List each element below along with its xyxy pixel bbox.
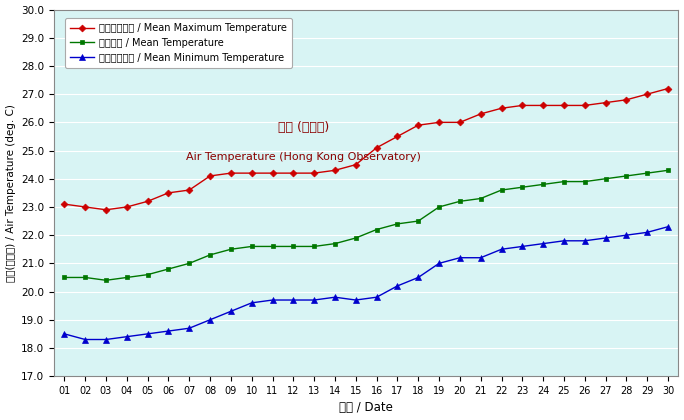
平均氣溫 / Mean Temperature xyxy=(435,205,443,210)
平均最高氣溫 / Mean Maximum Temperature xyxy=(331,168,339,173)
平均最高氣溫 / Mean Maximum Temperature xyxy=(373,145,381,150)
平均最低氣溫 / Mean Minimum Temperature xyxy=(81,337,90,342)
平均最低氣溫 / Mean Minimum Temperature xyxy=(144,331,152,336)
Y-axis label: 氣溫(攝氏度) / Air Temperature (deg. C): 氣溫(攝氏度) / Air Temperature (deg. C) xyxy=(5,104,16,282)
平均最低氣溫 / Mean Minimum Temperature xyxy=(393,284,402,289)
平均氣溫 / Mean Temperature xyxy=(352,236,360,241)
平均最高氣溫 / Mean Maximum Temperature xyxy=(310,171,318,176)
平均最低氣溫 / Mean Minimum Temperature xyxy=(310,297,318,302)
平均氣溫 / Mean Temperature xyxy=(560,179,568,184)
平均最低氣溫 / Mean Minimum Temperature xyxy=(60,331,68,336)
平均最低氣溫 / Mean Minimum Temperature xyxy=(373,295,381,300)
平均氣溫 / Mean Temperature xyxy=(81,275,90,280)
平均氣溫 / Mean Temperature xyxy=(664,168,672,173)
Line: 平均最高氣溫 / Mean Maximum Temperature: 平均最高氣溫 / Mean Maximum Temperature xyxy=(62,86,670,212)
平均最高氣溫 / Mean Maximum Temperature xyxy=(435,120,443,125)
平均氣溫 / Mean Temperature xyxy=(622,173,631,178)
平均氣溫 / Mean Temperature xyxy=(122,275,131,280)
Text: Air Temperature (Hong Kong Observatory): Air Temperature (Hong Kong Observatory) xyxy=(186,152,421,162)
平均最高氣溫 / Mean Maximum Temperature xyxy=(643,92,651,97)
平均氣溫 / Mean Temperature xyxy=(581,179,589,184)
平均最高氣溫 / Mean Maximum Temperature xyxy=(664,86,672,91)
平均氣溫 / Mean Temperature xyxy=(164,266,172,271)
平均最低氣溫 / Mean Minimum Temperature xyxy=(643,230,651,235)
平均最高氣溫 / Mean Maximum Temperature xyxy=(81,205,90,210)
平均氣溫 / Mean Temperature xyxy=(144,272,152,277)
平均氣溫 / Mean Temperature xyxy=(414,218,422,223)
平均最低氣溫 / Mean Minimum Temperature xyxy=(122,334,131,339)
平均氣溫 / Mean Temperature xyxy=(456,199,464,204)
平均氣溫 / Mean Temperature xyxy=(539,182,547,187)
平均氣溫 / Mean Temperature xyxy=(289,244,298,249)
平均最低氣溫 / Mean Minimum Temperature xyxy=(518,244,527,249)
平均氣溫 / Mean Temperature xyxy=(310,244,318,249)
平均最低氣溫 / Mean Minimum Temperature xyxy=(601,236,609,241)
平均最高氣溫 / Mean Maximum Temperature xyxy=(352,162,360,167)
平均最低氣溫 / Mean Minimum Temperature xyxy=(248,300,256,305)
平均最高氣溫 / Mean Maximum Temperature xyxy=(560,103,568,108)
平均氣溫 / Mean Temperature xyxy=(601,176,609,181)
平均最低氣溫 / Mean Minimum Temperature xyxy=(185,326,194,331)
平均最高氣溫 / Mean Maximum Temperature xyxy=(497,106,505,111)
平均最高氣溫 / Mean Maximum Temperature xyxy=(601,100,609,105)
平均最高氣溫 / Mean Maximum Temperature xyxy=(581,103,589,108)
平均氣溫 / Mean Temperature xyxy=(268,244,276,249)
平均最低氣溫 / Mean Minimum Temperature xyxy=(102,337,110,342)
Line: 平均最低氣溫 / Mean Minimum Temperature: 平均最低氣溫 / Mean Minimum Temperature xyxy=(62,224,671,342)
平均最低氣溫 / Mean Minimum Temperature xyxy=(227,309,235,314)
平均最高氣溫 / Mean Maximum Temperature xyxy=(248,171,256,176)
平均最高氣溫 / Mean Maximum Temperature xyxy=(185,187,194,192)
平均氣溫 / Mean Temperature xyxy=(477,196,485,201)
平均最高氣溫 / Mean Maximum Temperature xyxy=(164,190,172,195)
Text: 氣溫 (天文台): 氣溫 (天文台) xyxy=(278,121,330,134)
平均最高氣溫 / Mean Maximum Temperature xyxy=(206,173,214,178)
平均最高氣溫 / Mean Maximum Temperature xyxy=(144,199,152,204)
平均最高氣溫 / Mean Maximum Temperature xyxy=(60,202,68,207)
平均氣溫 / Mean Temperature xyxy=(373,227,381,232)
平均最低氣溫 / Mean Minimum Temperature xyxy=(664,224,672,229)
平均氣溫 / Mean Temperature xyxy=(60,275,68,280)
平均最高氣溫 / Mean Maximum Temperature xyxy=(227,171,235,176)
平均最低氣溫 / Mean Minimum Temperature xyxy=(268,297,276,302)
平均最低氣溫 / Mean Minimum Temperature xyxy=(581,238,589,243)
平均最低氣溫 / Mean Minimum Temperature xyxy=(331,295,339,300)
平均最低氣溫 / Mean Minimum Temperature xyxy=(477,255,485,260)
平均最高氣溫 / Mean Maximum Temperature xyxy=(539,103,547,108)
平均最低氣溫 / Mean Minimum Temperature xyxy=(435,261,443,266)
平均最低氣溫 / Mean Minimum Temperature xyxy=(206,317,214,322)
平均最高氣溫 / Mean Maximum Temperature xyxy=(518,103,527,108)
平均最低氣溫 / Mean Minimum Temperature xyxy=(497,247,505,252)
Line: 平均氣溫 / Mean Temperature: 平均氣溫 / Mean Temperature xyxy=(62,168,670,283)
平均最低氣溫 / Mean Minimum Temperature xyxy=(560,238,568,243)
X-axis label: 日期 / Date: 日期 / Date xyxy=(339,402,393,415)
平均最高氣溫 / Mean Maximum Temperature xyxy=(122,205,131,210)
平均最低氣溫 / Mean Minimum Temperature xyxy=(352,297,360,302)
平均氣溫 / Mean Temperature xyxy=(393,221,402,226)
平均最高氣溫 / Mean Maximum Temperature xyxy=(268,171,276,176)
平均氣溫 / Mean Temperature xyxy=(206,252,214,257)
平均氣溫 / Mean Temperature xyxy=(227,247,235,252)
平均最低氣溫 / Mean Minimum Temperature xyxy=(456,255,464,260)
平均氣溫 / Mean Temperature xyxy=(102,278,110,283)
平均最低氣溫 / Mean Minimum Temperature xyxy=(289,297,298,302)
平均氣溫 / Mean Temperature xyxy=(185,261,194,266)
Legend: 平均最高氣溫 / Mean Maximum Temperature, 平均氣溫 / Mean Temperature, 平均最低氣溫 / Mean Minimu: 平均最高氣溫 / Mean Maximum Temperature, 平均氣溫 … xyxy=(65,18,292,68)
平均最低氣溫 / Mean Minimum Temperature xyxy=(539,241,547,246)
平均最低氣溫 / Mean Minimum Temperature xyxy=(414,275,422,280)
平均最高氣溫 / Mean Maximum Temperature xyxy=(477,111,485,116)
平均氣溫 / Mean Temperature xyxy=(643,171,651,176)
平均最低氣溫 / Mean Minimum Temperature xyxy=(622,233,631,238)
平均氣溫 / Mean Temperature xyxy=(331,241,339,246)
平均最高氣溫 / Mean Maximum Temperature xyxy=(102,207,110,212)
平均最高氣溫 / Mean Maximum Temperature xyxy=(456,120,464,125)
平均最高氣溫 / Mean Maximum Temperature xyxy=(414,123,422,128)
平均氣溫 / Mean Temperature xyxy=(518,185,527,190)
平均最高氣溫 / Mean Maximum Temperature xyxy=(289,171,298,176)
平均最高氣溫 / Mean Maximum Temperature xyxy=(622,97,631,102)
平均氣溫 / Mean Temperature xyxy=(497,187,505,192)
平均最高氣溫 / Mean Maximum Temperature xyxy=(393,134,402,139)
平均氣溫 / Mean Temperature xyxy=(248,244,256,249)
平均最低氣溫 / Mean Minimum Temperature xyxy=(164,328,172,333)
